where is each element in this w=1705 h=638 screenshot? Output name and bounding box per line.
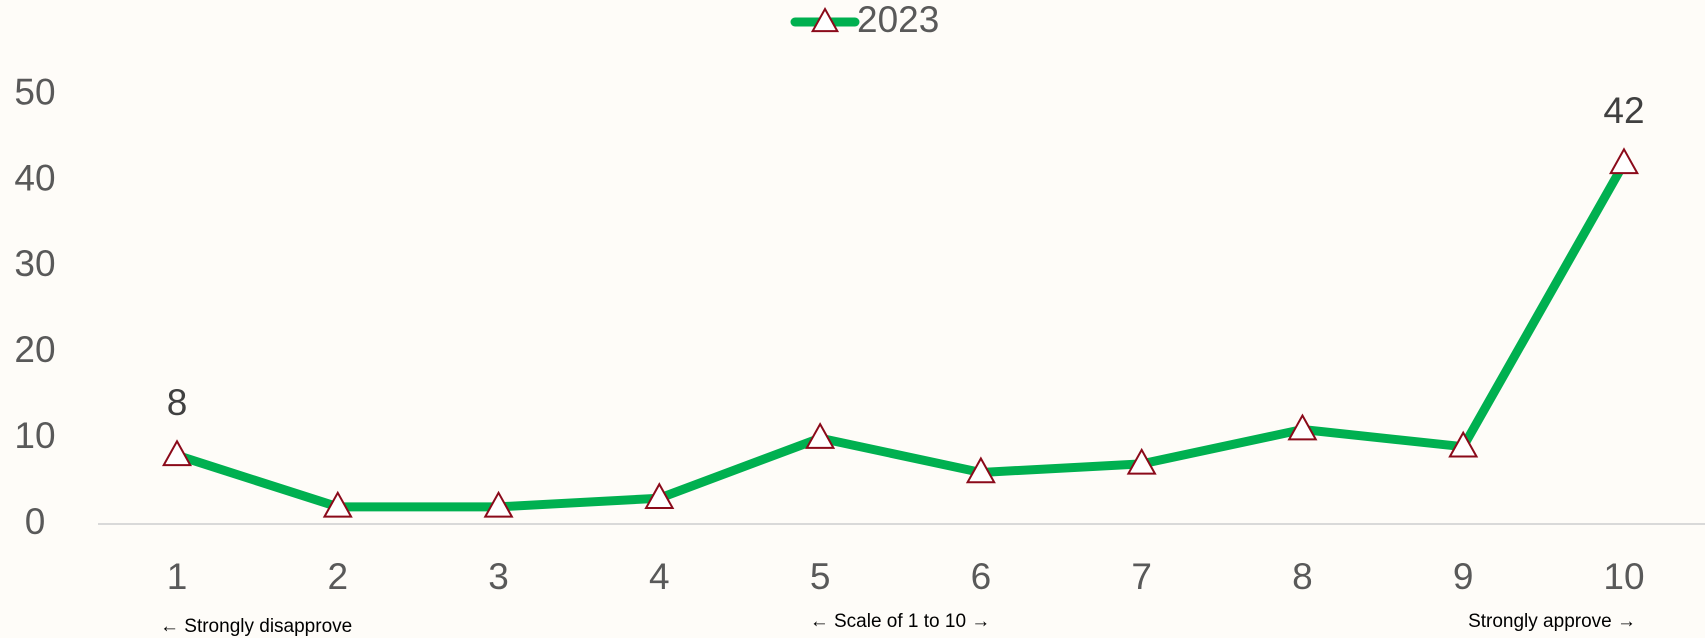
marker (1608, 147, 1640, 175)
marker (1448, 430, 1479, 458)
x-tick-label: 10 (1603, 556, 1644, 597)
x-tick-label: 1 (167, 556, 188, 597)
y-tick-label: 20 (14, 329, 55, 370)
marker (161, 439, 193, 467)
x-tick-label: 5 (810, 556, 831, 597)
x-tick-label: 9 (1453, 556, 1474, 597)
marker (322, 490, 353, 518)
marker (483, 490, 514, 518)
marker (644, 482, 675, 510)
x-tick-label: 6 (971, 556, 992, 597)
y-tick-label: 0 (25, 501, 46, 542)
annotation: ← Scale of 1 to 10 → (810, 611, 991, 632)
x-tick-label: 3 (488, 556, 509, 597)
y-tick-label: 50 (14, 71, 55, 112)
x-tick-label: 2 (327, 556, 348, 597)
marker (1287, 413, 1318, 441)
y-tick-label: 10 (14, 415, 55, 456)
legend-marker (810, 6, 840, 33)
y-tick-label: 30 (14, 243, 55, 284)
legend-label: 2023 (857, 0, 939, 40)
marker (805, 422, 836, 449)
annotation: ← Strongly disapprove (160, 616, 352, 637)
data-label: 8 (167, 382, 188, 423)
annotation: Strongly approve → (1468, 611, 1636, 632)
marker (965, 456, 996, 484)
x-tick-label: 4 (649, 556, 670, 597)
x-tick-label: 7 (1131, 556, 1152, 597)
data-label: 42 (1603, 90, 1644, 131)
marker (1126, 447, 1157, 475)
x-tick-label: 8 (1292, 556, 1313, 597)
y-tick-label: 40 (14, 157, 55, 198)
series-line (175, 161, 1628, 512)
